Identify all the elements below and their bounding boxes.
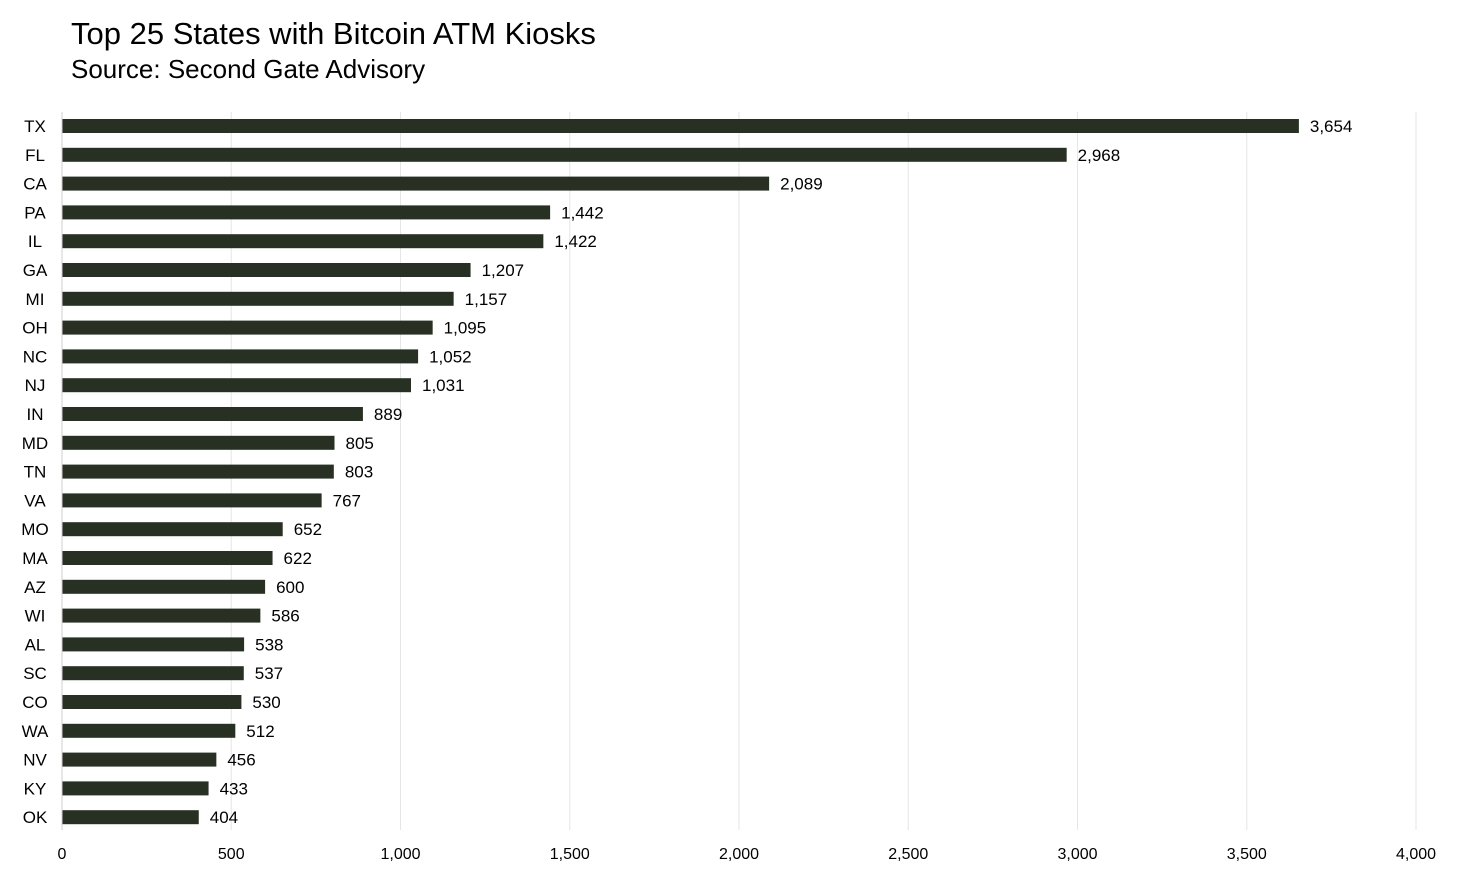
bar <box>62 723 236 738</box>
data-label: 2,968 <box>1078 146 1121 165</box>
category-label: MD <box>22 434 48 453</box>
category-label: CA <box>23 175 47 194</box>
data-label: 586 <box>271 607 299 626</box>
x-tick-label: 1,000 <box>380 846 420 863</box>
bar <box>62 695 242 709</box>
category-label: WA <box>22 722 49 741</box>
bar <box>62 464 334 479</box>
category-label: SC <box>23 664 47 683</box>
x-tick-label: 1,500 <box>550 846 590 863</box>
data-label: 433 <box>220 779 248 798</box>
category-label: NJ <box>25 376 46 395</box>
data-label: 1,442 <box>561 203 604 222</box>
data-label: 889 <box>374 405 402 424</box>
x-tick-labels: 0 500 1,000 1,500 2,000 2,500 3,000 3,500 4,000 <box>58 846 1437 863</box>
bar <box>62 435 335 450</box>
gridlines <box>230 112 1417 830</box>
category-label: GA <box>23 261 48 280</box>
value-labels: 3,654 2,968 2,089 1,442 1,422 1,207 1,157 1,095… <box>210 117 1353 827</box>
bar <box>62 493 322 508</box>
category-label: IL <box>28 232 42 251</box>
data-label: 2,089 <box>780 175 823 194</box>
bar <box>62 810 199 825</box>
bar <box>62 147 1067 162</box>
category-label: OH <box>22 319 48 338</box>
category-labels: TX FL CA PA IL GA MI OH NC NJ IN MD TN VA MO MA AZ WI AL SC… <box>21 117 49 827</box>
category-label: MA <box>22 549 48 568</box>
data-label: 3,654 <box>1310 117 1353 136</box>
bar <box>62 637 245 652</box>
data-label: 1,095 <box>444 319 487 338</box>
category-label: NC <box>23 347 48 366</box>
bar <box>62 119 1299 133</box>
bar <box>62 407 363 421</box>
category-label: FL <box>25 146 45 165</box>
x-tick-label: 0 <box>58 846 67 863</box>
bar <box>62 781 209 796</box>
category-label: CO <box>22 693 48 712</box>
data-label: 1,422 <box>554 232 597 251</box>
bar <box>62 378 411 393</box>
data-label: 1,207 <box>482 261 525 280</box>
category-label: AL <box>25 635 46 654</box>
x-tick-label: 500 <box>218 846 245 863</box>
x-tick-label: 3,500 <box>1227 846 1267 863</box>
x-tick-label: 3,000 <box>1057 846 1097 863</box>
data-label: 600 <box>276 578 304 597</box>
category-label: MO <box>21 520 48 539</box>
data-label: 805 <box>345 434 373 453</box>
bar <box>62 522 283 537</box>
x-tick-label: 2,500 <box>888 846 928 863</box>
bar <box>62 176 770 191</box>
data-label: 767 <box>333 491 361 510</box>
category-label: MI <box>26 290 45 309</box>
data-label: 538 <box>255 635 283 654</box>
data-label: 622 <box>284 549 312 568</box>
bar <box>62 234 544 249</box>
data-label: 1,157 <box>465 290 508 309</box>
data-label: 1,052 <box>429 347 472 366</box>
bar <box>62 666 244 681</box>
data-label: 456 <box>227 751 255 770</box>
data-label: 803 <box>345 463 373 482</box>
bar <box>62 320 433 335</box>
data-label: 537 <box>255 664 283 683</box>
bar <box>62 263 471 277</box>
bar <box>62 579 266 594</box>
bar <box>62 752 217 767</box>
category-label: VA <box>24 491 46 510</box>
bar <box>62 349 419 364</box>
data-label: 512 <box>246 722 274 741</box>
category-label: PA <box>24 203 46 222</box>
bar <box>62 608 261 623</box>
bar <box>62 291 454 306</box>
bar <box>62 205 551 220</box>
data-label: 652 <box>294 520 322 539</box>
category-label: KY <box>24 779 47 798</box>
chart-title: Top 25 States with Bitcoin ATM Kiosks <box>71 16 596 51</box>
x-tick-label: 2,000 <box>719 846 759 863</box>
data-label: 1,031 <box>422 376 465 395</box>
category-label: NV <box>23 751 47 770</box>
data-label: 404 <box>210 808 238 827</box>
data-label: 530 <box>252 693 280 712</box>
category-label: IN <box>27 405 44 424</box>
bar <box>62 551 273 565</box>
chart-subtitle: Source: Second Gate Advisory <box>71 54 426 84</box>
category-label: WI <box>25 607 46 626</box>
category-label: TX <box>24 117 46 136</box>
x-tick-label: 4,000 <box>1396 846 1436 863</box>
bars <box>62 119 1299 825</box>
category-label: AZ <box>24 578 46 597</box>
category-label: OK <box>23 808 48 827</box>
category-label: TN <box>24 463 47 482</box>
